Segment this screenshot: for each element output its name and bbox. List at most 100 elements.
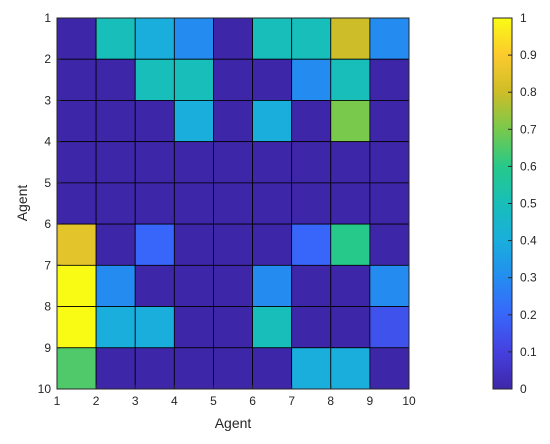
axes-frame: [56, 17, 410, 390]
heatmap-cell-r1-c3: [134, 17, 175, 60]
heatmap-cell-r3-c8: [330, 100, 371, 143]
heatmap-cell-r6-c9: [369, 223, 410, 266]
heatmap-cell-r9-c7: [291, 347, 332, 390]
heatmap-cell-r7-c5: [213, 264, 253, 307]
heatmap-cell-r5-c3: [134, 182, 175, 225]
heatmap-cell-r8-c3: [134, 306, 175, 349]
colorbar-tick-label-0.7: 0.7: [520, 122, 537, 136]
x-tick-label-5: 5: [210, 394, 217, 408]
y-tick-label-5: 5: [44, 176, 51, 190]
heatmap-cell-r1-c8: [330, 17, 371, 60]
heatmap-cell-r3-c7: [291, 100, 332, 143]
x-tick-label-10: 10: [402, 394, 416, 408]
x-tick-label-9: 9: [367, 394, 374, 408]
heatmap-cell-r2-c3: [134, 58, 175, 101]
heatmap-cell-r4-c7: [291, 141, 332, 184]
heatmap-cell-r6-c7: [291, 223, 332, 266]
x-tick-label-3: 3: [132, 394, 139, 408]
heatmap-cell-r6-c8: [330, 223, 371, 266]
heatmap-cell-r8-c7: [291, 306, 332, 349]
heatmap-cell-r6-c1: [56, 223, 97, 266]
colorbar-tick-label-1: 1: [520, 11, 527, 25]
heatmap-cell-r5-c6: [252, 182, 293, 225]
x-tick-label-7: 7: [288, 394, 295, 408]
y-tick-label-4: 4: [44, 135, 51, 149]
y-tick-label-1: 1: [44, 11, 51, 25]
heatmap-cell-r5-c7: [291, 182, 332, 225]
heatmap-cell-r4-c6: [252, 141, 293, 184]
y-tick-label-9: 9: [44, 341, 51, 355]
heatmap-cell-r4-c9: [369, 141, 410, 184]
y-tick-label-8: 8: [44, 300, 51, 314]
colorbar-tick-label-0.6: 0.6: [520, 159, 537, 173]
colorbar-tick-label-0.3: 0.3: [520, 271, 537, 285]
heatmap-cell-r8-c6: [252, 306, 293, 349]
heatmap-cell-r5-c5: [213, 182, 253, 225]
y-axis-label: Agent: [14, 185, 30, 222]
heatmap-cell-r1-c1: [56, 17, 97, 60]
heatmap-cell-r1-c4: [173, 17, 214, 60]
heatmap-cell-r3-c9: [369, 100, 410, 143]
heatmap-cell-r5-c8: [330, 182, 371, 225]
heatmap-cell-r9-c4: [173, 347, 214, 390]
heatmap-cell-r8-c5: [213, 306, 253, 349]
colorbar-tick-label-0.5: 0.5: [520, 197, 537, 211]
heatmap-cell-r1-c2: [95, 17, 136, 60]
x-tick-label-2: 2: [93, 394, 100, 408]
y-tick-label-2: 2: [44, 52, 51, 66]
x-tick-label-1: 1: [54, 394, 61, 408]
heatmap-cell-r8-c8: [330, 306, 371, 349]
heatmap-cell-r5-c2: [95, 182, 136, 225]
colorbar-tick-label-0.2: 0.2: [520, 308, 537, 322]
heatmap-cell-r9-c6: [252, 347, 293, 390]
heatmap-cell-r6-c2: [95, 223, 136, 266]
x-tick-label-4: 4: [171, 394, 178, 408]
heatmap-cell-r6-c4: [173, 223, 214, 266]
heatmap-cell-r7-c3: [134, 264, 175, 307]
heatmap-cell-r6-c6: [252, 223, 293, 266]
heatmap-cell-r5-c9: [369, 182, 410, 225]
heatmap-cell-r3-c5: [213, 100, 253, 143]
heatmap-cell-r1-c6: [252, 17, 293, 60]
y-axis-ticks: 1 2 3 4 5 6 7 8 9 10: [38, 11, 61, 396]
heatmap-cell-r3-c2: [95, 100, 136, 143]
heatmap-cell-r4-c3: [134, 141, 175, 184]
colorbar-tick-label-0.8: 0.8: [520, 85, 537, 99]
heatmap-cell-r7-c8: [330, 264, 371, 307]
y-tick-label-6: 6: [44, 217, 51, 231]
x-tick-label-6: 6: [249, 394, 256, 408]
heatmap-cell-r8-c1: [56, 306, 97, 349]
heatmap-cell-r9-c5: [213, 347, 253, 390]
heatmap-cell-r7-c4: [173, 264, 214, 307]
heatmap-cell-r2-c5: [213, 58, 253, 101]
heatmap-cell-r1-c7: [291, 17, 332, 60]
heatmap-cell-r8-c2: [95, 306, 136, 349]
heatmap-cell-r9-c3: [134, 347, 175, 390]
colorbar-tick-label-0: 0: [520, 382, 527, 396]
heatmap-cell-r3-c3: [134, 100, 175, 143]
heatmap-cell-r4-c8: [330, 141, 371, 184]
heatmap-cell-r4-c2: [95, 141, 136, 184]
heatmap-cell-r8-c9: [369, 306, 410, 349]
heatmap-cell-r4-c1: [56, 141, 97, 184]
y-tick-label-7: 7: [44, 258, 51, 272]
colorbar-tick-label-0.9: 0.9: [520, 48, 537, 62]
colorbar-tick-label-0.4: 0.4: [520, 234, 537, 248]
heatmap-cell-r2-c4: [173, 58, 214, 101]
heatmap-cells: [56, 17, 410, 390]
heatmap-cell-r2-c7: [291, 58, 332, 101]
heatmap-cell-r1-c9: [369, 17, 410, 60]
heatmap-cell-r2-c6: [252, 58, 293, 101]
heatmap-cell-r6-c5: [213, 223, 253, 266]
heatmap-cell-r1-c5: [213, 17, 253, 60]
colorbar: 0 0.1 0.2 0.3 0.4 0.5 0.6 0.7 0.8 0.9 1: [492, 11, 537, 396]
y-tick-label-10: 10: [38, 382, 52, 396]
heatmap-cell-r7-c9: [369, 264, 410, 307]
heatmap-cell-r7-c1: [56, 264, 97, 307]
heatmap-cell-r3-c6: [252, 100, 293, 143]
heatmap-cell-r4-c4: [173, 141, 214, 184]
heatmap-cell-r9-c9: [369, 347, 410, 390]
heatmap-cell-r2-c9: [369, 58, 410, 101]
heatmap-cell-r9-c8: [330, 347, 371, 390]
